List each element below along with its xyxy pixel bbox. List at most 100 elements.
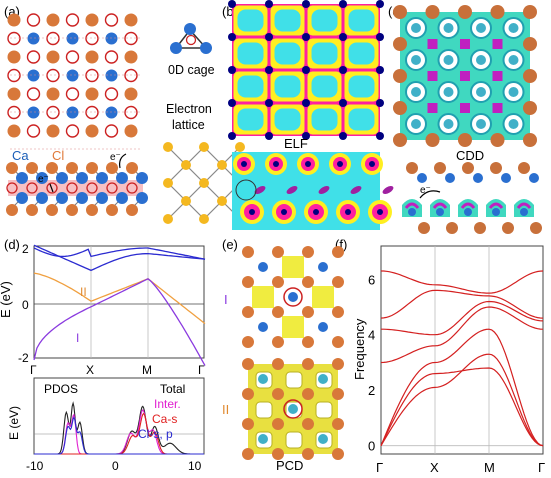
cl-atom — [502, 222, 514, 234]
cl-atom — [272, 448, 284, 460]
phonon-ylabel: Frequency — [352, 318, 367, 380]
cl-atom — [302, 246, 314, 258]
phonon-branch-4 — [381, 300, 544, 336]
electron-site — [217, 160, 227, 170]
band-xtick-gamma-end: Γ — [198, 363, 205, 377]
cl-atom — [46, 87, 60, 101]
cl-atom — [7, 50, 21, 64]
panel-label-e: (e) — [222, 237, 238, 252]
cl-atom — [26, 204, 38, 216]
phonon-ytick: 0 — [368, 439, 375, 454]
cl-atom — [26, 162, 38, 174]
crystal-lattice-top — [7, 13, 140, 150]
pcd-band-label-i: I — [224, 292, 228, 307]
panel-label-d: (d) — [4, 237, 20, 252]
ca-atom — [105, 32, 118, 45]
ca-atom — [27, 69, 40, 82]
ca-atom — [66, 32, 79, 45]
cl-atom — [523, 69, 537, 83]
ca-atom — [258, 322, 268, 332]
cage-site — [26, 13, 41, 27]
ca-atom — [318, 374, 328, 384]
cl-atom — [530, 222, 542, 234]
pcd-map-band-ii — [242, 358, 344, 460]
cage-site — [65, 50, 80, 64]
cage-site — [283, 287, 303, 307]
pdos-title: PDOS — [44, 382, 78, 396]
phonon-branch-1 — [380, 353, 544, 447]
ca-atom — [76, 192, 88, 204]
cl-atom — [272, 276, 284, 288]
ca-atom — [258, 434, 268, 444]
cl-atom — [302, 418, 314, 430]
ca-atom — [66, 69, 79, 82]
cl-atom — [85, 87, 99, 101]
cl-atom — [46, 204, 58, 216]
ca-atom — [36, 192, 48, 204]
crystal-side-view — [6, 162, 148, 216]
pdos-xtick-neg10: -10 — [26, 459, 44, 473]
cl-atom — [393, 69, 407, 83]
pdos-xtick-10: 10 — [188, 459, 202, 473]
band-xtick-m: M — [142, 363, 152, 377]
ca-atom — [16, 172, 28, 184]
ca-atom — [258, 262, 268, 272]
cage-site — [26, 87, 41, 101]
cl-atom — [523, 101, 537, 115]
phonon-xtick: Γ — [376, 460, 383, 475]
cage-site — [126, 182, 138, 194]
cage-site — [26, 124, 41, 138]
electron-lattice-label-1: Electron — [166, 102, 212, 116]
cl-atom — [393, 133, 407, 147]
cl-atom — [302, 448, 314, 460]
cl-atom — [332, 276, 344, 288]
cl-atom — [490, 5, 505, 19]
ca-atom — [501, 173, 511, 183]
pcd-label: PCD — [276, 458, 303, 473]
cl-atom — [302, 358, 314, 370]
band-label-i: I — [76, 331, 79, 345]
ca-atom — [96, 172, 108, 184]
ca-atom — [76, 172, 88, 184]
cl-atom — [490, 162, 502, 174]
cage-site — [6, 182, 18, 194]
electron-site — [163, 142, 173, 152]
cl-atom — [242, 276, 254, 288]
cl-atom — [85, 13, 99, 27]
pdos-curve — [34, 409, 204, 455]
ca-label: Ca — [12, 148, 29, 163]
cl-atom — [7, 124, 21, 138]
cl-atom — [393, 5, 407, 19]
ca-atom — [408, 208, 416, 216]
cl-label: Cl — [52, 148, 64, 163]
cdd-map-bottom — [402, 162, 542, 234]
cl-atom — [242, 448, 254, 460]
electron-site — [163, 178, 173, 188]
cl-atom — [7, 87, 21, 101]
electron-site — [181, 160, 191, 170]
ca-atom — [288, 404, 298, 414]
cage-label: 0D cage — [168, 63, 215, 77]
cl-atom — [66, 162, 78, 174]
ca-atom — [136, 192, 148, 204]
legend-ca-s: Ca-s — [152, 412, 177, 426]
ca-atom — [16, 192, 28, 204]
panel-d-band: E (eV) 2 0 -2 Γ X M Γ II I E (eV) PDOS T… — [0, 242, 206, 473]
cage-site — [46, 68, 60, 83]
cl-atom — [490, 133, 505, 147]
band-ytick-0: 0 — [22, 298, 29, 312]
band-label-ii: II — [80, 285, 87, 299]
cl-atom — [242, 246, 254, 258]
ca-atom — [66, 106, 79, 119]
ca-atom — [136, 172, 148, 184]
elf-label: ELF — [284, 136, 308, 151]
ca-atom — [473, 173, 483, 183]
phonon-branch-2 — [380, 328, 544, 447]
band-line — [33, 244, 206, 272]
cl-atom — [124, 87, 138, 101]
cl-atom — [242, 418, 254, 430]
cl-atom — [106, 204, 118, 216]
pdos-ylabel: E (eV) — [7, 406, 21, 440]
cl-atom — [523, 37, 537, 51]
ca-atom — [96, 192, 108, 204]
